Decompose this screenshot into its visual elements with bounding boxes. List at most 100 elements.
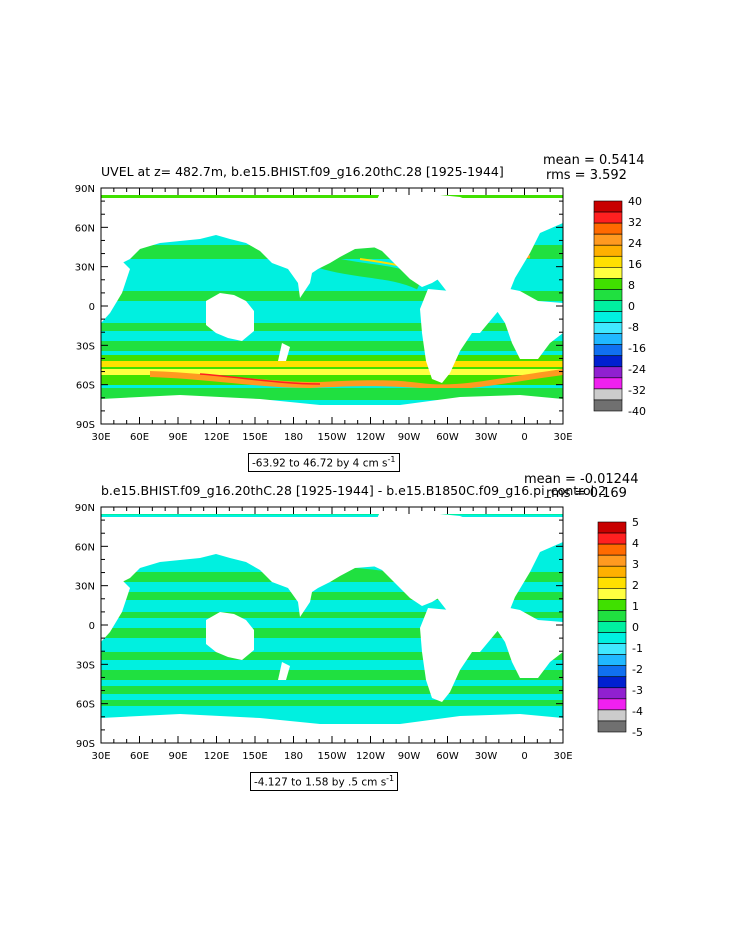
lon-tick-label: 120E [204, 432, 229, 443]
colorbar-swatch [593, 322, 623, 334]
lon-tick-label: 150E [242, 432, 267, 443]
colorbar-swatch [593, 255, 623, 268]
lat-tick-label: 90S [76, 420, 95, 431]
panel-1-contour-range: -63.92 to 46.72 by 4 cm s-1 [248, 453, 400, 472]
lon-tick-label: 30E [91, 432, 110, 443]
colorbar-label: -8 [628, 321, 639, 334]
panel-2-map: 90N 60N 30N 0 30S 60S 90S 30E 60E 90E 120E 150E 180… [75, 503, 573, 762]
lat-tick-label: 60S [76, 700, 95, 711]
lat-tick-label: 30S [76, 341, 95, 352]
colorbar-swatch [593, 300, 623, 312]
panel-1-map: 90N 60N 30N 0 30S 60S 90S 30E 60E 90E 120E 150E 180… [75, 184, 573, 443]
lat-tick-label: 60N [75, 223, 95, 234]
panel-2-colorbar: 5 4 3 2 1 0 -1 -2 -3 -4 -5 [597, 516, 643, 739]
lon-tick-label: 180 [284, 432, 303, 443]
panel-1-range-text: -63.92 to 46.72 by 4 cm s [252, 457, 388, 470]
colorbar-label: 24 [628, 237, 642, 250]
lon-tick-label: 120E [204, 751, 229, 762]
colorbar-swatch [593, 289, 623, 301]
colorbar-swatch [597, 521, 627, 534]
lat-tick-label: 60N [75, 542, 95, 553]
panel-1-lat-axis: 90N 60N 30N 0 30S 60S 90S [75, 184, 563, 431]
panel-1-lon-axis: 30E 60E 90E 120E 150E 180 150W 120W 90W 60W 30W 0 30… [91, 188, 573, 443]
colorbar-swatch [597, 610, 627, 622]
lon-tick-label: 60E [130, 432, 149, 443]
lat-tick-label: 30N [75, 263, 95, 274]
colorbar-swatch [593, 388, 623, 401]
colorbar-swatch [597, 687, 627, 700]
lon-tick-label: 60W [436, 751, 459, 762]
colorbar-swatch [593, 377, 623, 390]
lat-tick-label: 0 [89, 621, 95, 632]
lat-tick-label: 0 [89, 302, 95, 313]
panel-1-range-sup: -1 [387, 455, 396, 464]
lat-tick-label: 90S [76, 739, 95, 750]
colorbar-swatch [597, 665, 627, 678]
colorbar-swatch [597, 543, 627, 556]
lat-tick-label: 30S [76, 660, 95, 671]
panel-2-title: b.e15.BHIST.f09_g16.20thC.28 [1925-1944]… [101, 483, 607, 498]
colorbar-label: 32 [628, 216, 642, 229]
colorbar-swatch [593, 366, 623, 379]
colorbar-swatch [593, 233, 623, 246]
colorbar-label: -16 [628, 342, 646, 355]
colorbar-swatch [597, 698, 627, 711]
colorbar-swatch [597, 720, 627, 733]
colorbar-label: -32 [628, 384, 646, 397]
lon-tick-label: 120W [356, 432, 385, 443]
colorbar-swatch [597, 654, 627, 666]
colorbar-swatch [593, 399, 623, 412]
lon-tick-label: 30W [475, 751, 498, 762]
panel-2-contour-range: -4.127 to 1.58 by .5 cm s-1 [250, 772, 399, 791]
colorbar-label: 40 [628, 195, 642, 208]
colorbar-swatch [597, 599, 627, 611]
panel-1-colorbar: 40 32 24 16 8 0 -8 -16 -24 -32 -40 [593, 195, 646, 418]
colorbar-swatch [593, 333, 623, 345]
colorbar-swatch [597, 576, 627, 589]
panel-2-range-sup: -1 [386, 774, 395, 783]
panel-2-lat-axis: 90N 60N 30N 0 30S 60S 90S [75, 503, 563, 750]
panel-2-mean: mean = -0.01244 [524, 472, 639, 487]
land-mask [101, 507, 563, 743]
colorbar-swatch [597, 709, 627, 722]
colorbar-label: -5 [632, 726, 643, 739]
colorbar-swatch [597, 621, 627, 633]
lon-tick-label: 0 [521, 432, 527, 443]
colorbar-swatch [597, 643, 627, 655]
panel-1-title: UVEL at z= 482.7m, b.e15.BHIST.f09_g16.2… [101, 164, 504, 179]
lon-tick-label: 150W [318, 751, 347, 762]
colorbar-label: -1 [632, 642, 643, 655]
colorbar-label: 8 [628, 279, 635, 292]
lat-tick-label: 90N [75, 503, 95, 514]
colorbar-label: -3 [632, 684, 643, 697]
colorbar-swatch [593, 244, 623, 257]
lon-tick-label: 90W [398, 751, 421, 762]
colorbar-swatch [597, 565, 627, 578]
lon-tick-label: 180 [284, 751, 303, 762]
panel-1-mean: mean = 0.5414 [543, 153, 645, 168]
colorbar-label: -24 [628, 363, 646, 376]
colorbar-label: 1 [632, 600, 639, 613]
lon-tick-label: 150E [242, 751, 267, 762]
panel-2-range-text: -4.127 to 1.58 by .5 cm s [254, 776, 387, 789]
colorbar-label: 4 [632, 537, 639, 550]
lon-tick-label: 30W [475, 432, 498, 443]
colorbar-swatch [593, 211, 623, 224]
colorbar-swatch [593, 200, 623, 213]
colorbar-label: -40 [628, 405, 646, 418]
colorbar-swatch [597, 588, 627, 600]
colorbar-swatch [593, 355, 623, 368]
lon-tick-label: 90E [168, 432, 187, 443]
lon-tick-label: 60E [130, 751, 149, 762]
colorbar-swatch [597, 632, 627, 644]
colorbar-swatch [593, 278, 623, 290]
lon-tick-label: 30E [553, 751, 572, 762]
lat-tick-label: 30N [75, 582, 95, 593]
lon-tick-label: 30E [553, 432, 572, 443]
colorbar-label: 2 [632, 579, 639, 592]
colorbar-swatch [597, 554, 627, 567]
colorbar-swatch [593, 267, 623, 279]
panel-2-lon-axis: 30E 60E 90E 120E 150E 180 150W 120W 90W 60W 30W 0 30… [91, 507, 573, 762]
colorbar-label: 3 [632, 558, 639, 571]
colorbar-swatch [597, 676, 627, 689]
